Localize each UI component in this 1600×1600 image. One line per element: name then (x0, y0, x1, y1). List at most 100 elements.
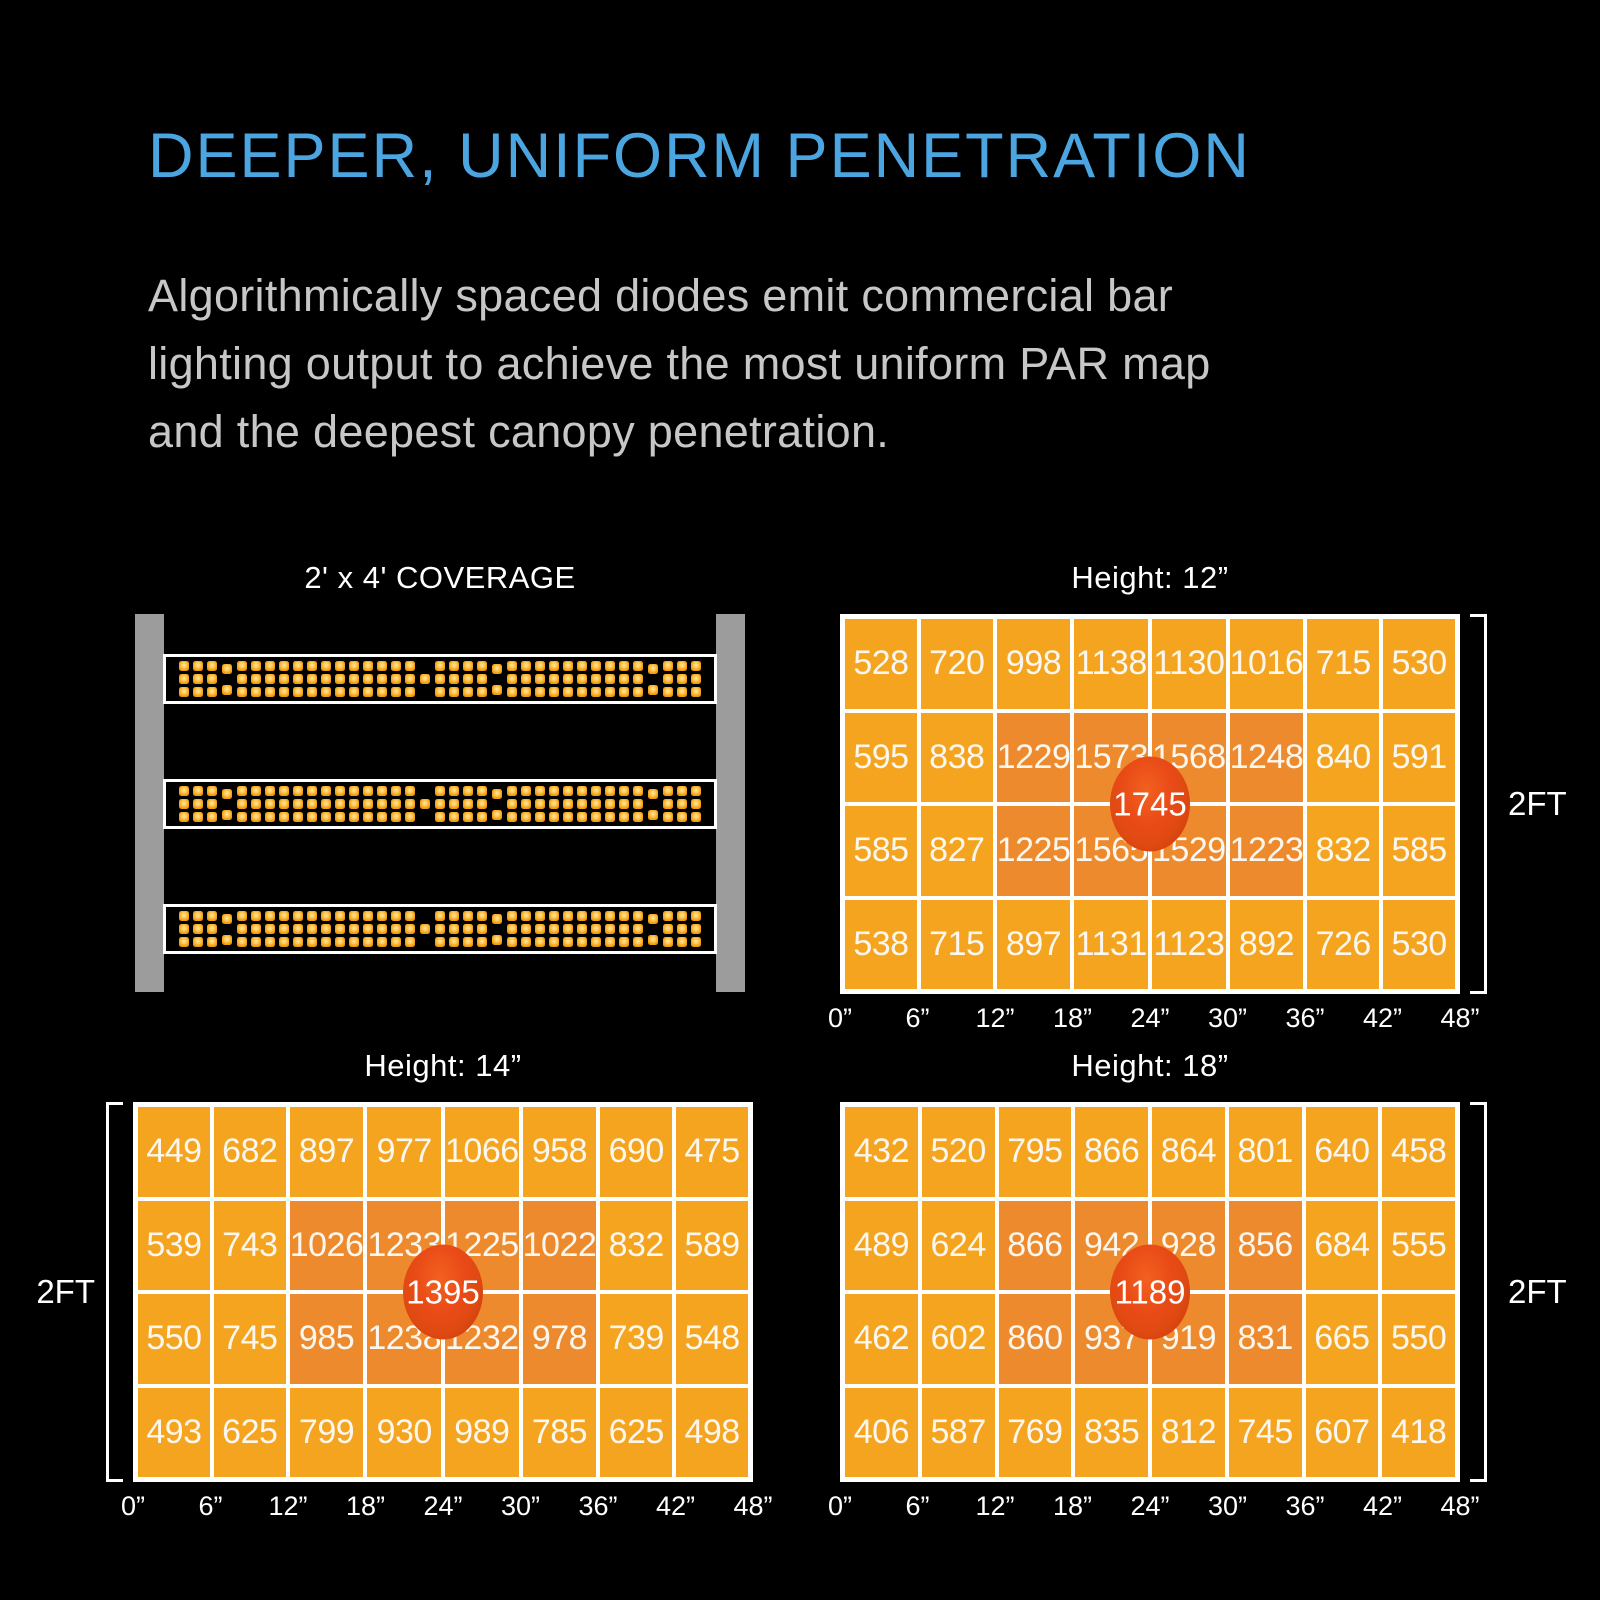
led-dot (507, 924, 517, 934)
par-cell: 458 (1382, 1107, 1455, 1197)
led-dot (293, 786, 303, 796)
par-cell: 1130 (1152, 619, 1226, 709)
par-cell: 489 (845, 1200, 918, 1290)
led-dot (279, 687, 289, 697)
led-segment (222, 788, 232, 820)
led-dot (633, 674, 643, 684)
map-title: Height: 14” (364, 1048, 522, 1083)
led-dot (207, 687, 217, 697)
led-segment (492, 788, 502, 820)
led-dot (663, 911, 673, 921)
par-map-height-14: Height: 14” 449 682 897 977 1066 958 690 475 539… (36, 1048, 772, 1525)
led-dot (193, 812, 203, 822)
led-dot (633, 812, 643, 822)
led-dot (619, 924, 629, 934)
led-dot (222, 934, 232, 945)
led-dot (307, 674, 317, 684)
par-cell: 625 (213, 1387, 286, 1477)
led-dot (363, 911, 373, 921)
led-dot (477, 924, 487, 934)
led-dot (207, 924, 217, 934)
par-cell: 475 (676, 1107, 748, 1197)
par-cell: 591 (1383, 712, 1455, 802)
led-dot (222, 809, 232, 820)
par-cell: 585 (1383, 806, 1455, 896)
led-dot (237, 786, 247, 796)
led-dot (293, 924, 303, 934)
x-axis-label: 48” (1440, 1491, 1480, 1521)
led-dot (663, 799, 673, 809)
led-dot (619, 674, 629, 684)
led-dot (207, 911, 217, 921)
led-dot (307, 799, 317, 809)
par-cell: 715 (1307, 619, 1380, 709)
led-dot (535, 786, 545, 796)
par-cell: 785 (522, 1387, 597, 1477)
led-dot (307, 687, 317, 697)
led-dot (391, 674, 401, 684)
led-dot (507, 786, 517, 796)
led-dot (193, 674, 203, 684)
page-subtitle-line: Algorithmically spaced diodes emit comme… (148, 270, 1174, 321)
led-dot (435, 924, 445, 934)
led-dot (222, 913, 232, 924)
led-dot (363, 661, 373, 671)
led-dot (477, 937, 487, 947)
led-segment (435, 911, 487, 947)
par-cell: 1022 (522, 1200, 597, 1290)
led-dot (463, 911, 473, 921)
mount-rail-left (135, 614, 164, 992)
led-dot (335, 799, 345, 809)
led-dot (449, 786, 459, 796)
x-axis-label: 0” (827, 1491, 853, 1521)
led-segment (179, 661, 217, 697)
led-dot (449, 911, 459, 921)
led-dot (363, 812, 373, 822)
par-grid: 449 682 897 977 1066 958 690 475 539 743 1026 1233 1… (36, 1102, 753, 1482)
led-dot (605, 687, 615, 697)
map-title: Height: 18” (1071, 1048, 1229, 1083)
led-dot (648, 663, 658, 674)
led-dot (677, 661, 687, 671)
led-dot (535, 799, 545, 809)
led-dot (321, 812, 331, 822)
led-dot (179, 687, 189, 697)
led-dot (193, 661, 203, 671)
led-dot (549, 661, 559, 671)
led-dot (222, 684, 232, 695)
led-dot (251, 799, 261, 809)
led-dot (363, 687, 373, 697)
led-dot (251, 812, 261, 822)
par-cell: 745 (213, 1294, 286, 1384)
x-axis-label: 24” (423, 1491, 463, 1521)
mount-rail-right (716, 614, 745, 992)
led-dot (619, 911, 629, 921)
led-dot (577, 674, 587, 684)
led-dot (449, 812, 459, 822)
led-dot (335, 911, 345, 921)
led-dot (463, 799, 473, 809)
led-dot (463, 786, 473, 796)
led-dot (477, 799, 487, 809)
led-dot (549, 924, 559, 934)
led-dot (405, 687, 415, 697)
x-axis-label: 12” (975, 1003, 1015, 1033)
par-cell: 743 (213, 1200, 286, 1290)
led-dot (633, 937, 643, 947)
par-cell: 812 (1152, 1387, 1225, 1477)
led-dot (179, 812, 189, 822)
x-axis-label: 24” (1130, 1003, 1170, 1033)
led-dot (591, 661, 601, 671)
led-dot (435, 786, 445, 796)
extent-bracket (1470, 614, 1487, 994)
par-cell: 607 (1305, 1387, 1379, 1477)
led-dot (648, 684, 658, 695)
led-dot (307, 924, 317, 934)
led-dot (377, 687, 387, 697)
map-title: Height: 12” (1071, 560, 1229, 595)
par-cell: 726 (1307, 899, 1380, 989)
led-dot (633, 661, 643, 671)
led-dot (463, 924, 473, 934)
led-dot (648, 913, 658, 924)
led-dot (677, 687, 687, 697)
